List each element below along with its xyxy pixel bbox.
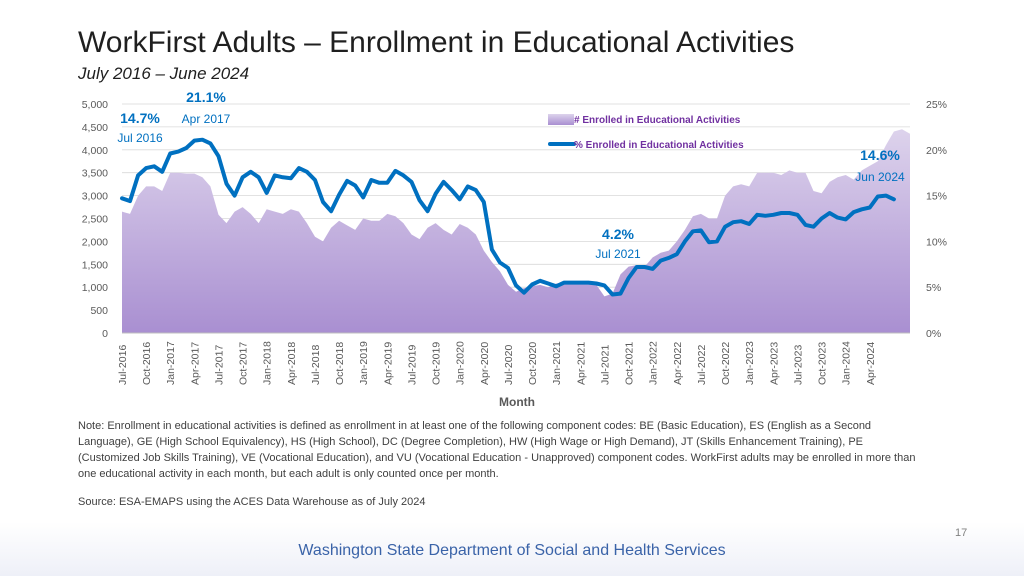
x-tick-label: Oct-2021 [624,342,636,385]
x-tick-label: Jan-2018 [262,341,274,385]
x-tick-label: Apr-2020 [479,342,491,385]
percent-enrolled-line [120,137,896,297]
x-tick-label: Jan-2022 [648,341,660,385]
y-left-tick-label: 3,500 [82,168,108,180]
x-tick-label: Oct-2022 [720,342,732,385]
y-right-tick-label: 0% [926,328,941,340]
annotation-value: 4.2% [602,226,634,242]
x-tick-label: Jul-2020 [503,345,515,385]
x-tick-label: Jul-2018 [310,345,322,385]
x-tick-label: Jan-2019 [358,341,370,385]
x-tick-label: Oct-2017 [238,342,250,385]
x-tick-label: Oct-2019 [431,342,443,385]
y-left-tick-label: 1,000 [82,282,108,294]
source-note: Source: ESA-EMAPS using the ACES Data Wa… [78,496,426,508]
x-tick-label: Jan-2020 [455,341,467,385]
annotation-date: Jul 2016 [117,131,163,145]
x-tick-label: Jul-2023 [792,345,804,385]
footer-organization: Washington State Department of Social an… [298,542,726,559]
annotation-value: 14.6% [860,147,900,163]
y-left-tick-label: 5,000 [82,99,108,111]
legend-area-label: # Enrolled in Educational Activities [574,115,741,126]
x-tick-label: Jul-2021 [599,345,611,385]
legend-area-swatch [548,114,574,125]
y-right-tick-label: 25% [926,99,947,111]
page-subtitle: July 2016 – June 2024 [78,64,250,83]
y-right-tick-label: 15% [926,191,947,203]
x-tick-label: Jan-2024 [841,341,853,385]
footer-band [0,522,1024,576]
left-y-axis: 0 500 1,000 1,500 2,000 2,500 3,000 3,500 4,000 4… [82,99,108,340]
y-left-tick-label: 1,500 [82,259,108,271]
x-tick-label: Apr-2023 [768,342,780,385]
page-number: 17 [955,527,968,539]
y-left-tick-label: 500 [90,305,108,317]
annotation-date: Jul 2021 [595,247,641,261]
y-left-tick-label: 4,000 [82,145,108,157]
x-tick-label: Jul-2022 [696,345,708,385]
x-tick-label: Jan-2023 [744,341,756,385]
x-tick-label: Jan-2021 [551,341,563,385]
x-tick-label: Jul-2019 [407,345,419,385]
x-tick-label: Apr-2024 [865,342,877,385]
annotation-date: Jun 2024 [855,170,905,184]
y-left-tick-label: 2,500 [82,214,108,226]
legend-line-label: % Enrolled in Educational Activities [574,140,744,151]
x-tick-label: Apr-2021 [575,342,587,385]
enrolled-area-series [122,129,910,333]
y-left-tick-label: 4,500 [82,122,108,134]
percent-line-series [120,137,896,297]
annotation-value: 14.7% [120,110,160,126]
y-right-tick-label: 10% [926,236,947,248]
annotation-value: 21.1% [186,89,226,105]
annotation-date: Apr 2017 [182,112,231,126]
footnote: Note: Enrollment in educational activiti… [78,420,916,480]
x-axis-title: Month [499,395,535,409]
y-left-tick-label: 2,000 [82,236,108,248]
right-y-axis: 0% 5% 10% 15% 20% 25% [926,99,947,340]
enrollment-chart: 0 500 1,000 1,500 2,000 2,500 3,000 3,500 4,000 4… [82,89,947,409]
y-left-tick-label: 0 [102,328,108,340]
x-tick-label: Apr-2018 [286,342,298,385]
x-tick-label: Jul-2016 [117,345,129,385]
x-tick-label: Oct-2016 [141,342,153,385]
x-axis: Jul-2016 Oct-2016 Jan-2017 Apr-2017 Jul-2017… [117,332,910,385]
x-tick-label: Oct-2023 [817,342,829,385]
x-tick-label: Jan-2017 [165,341,177,385]
page-title: WorkFirst Adults – Enrollment in Educati… [78,26,795,59]
y-right-tick-label: 20% [926,145,947,157]
x-tick-label: Oct-2018 [334,342,346,385]
x-tick-label: Apr-2022 [672,342,684,385]
x-tick-label: Apr-2019 [382,342,394,385]
y-left-tick-label: 3,000 [82,191,108,203]
x-tick-label: Oct-2020 [527,342,539,385]
enrolled-area [122,129,910,333]
chart-annotations: 14.7% Jul 2016 21.1% Apr 2017 4.2% Jul 2021 14… [117,89,905,261]
y-right-tick-label: 5% [926,282,941,294]
chart-legend: # Enrolled in Educational Activities % En… [548,114,744,151]
x-tick-label: Jul-2017 [214,345,226,385]
x-tick-label: Apr-2017 [189,342,201,385]
